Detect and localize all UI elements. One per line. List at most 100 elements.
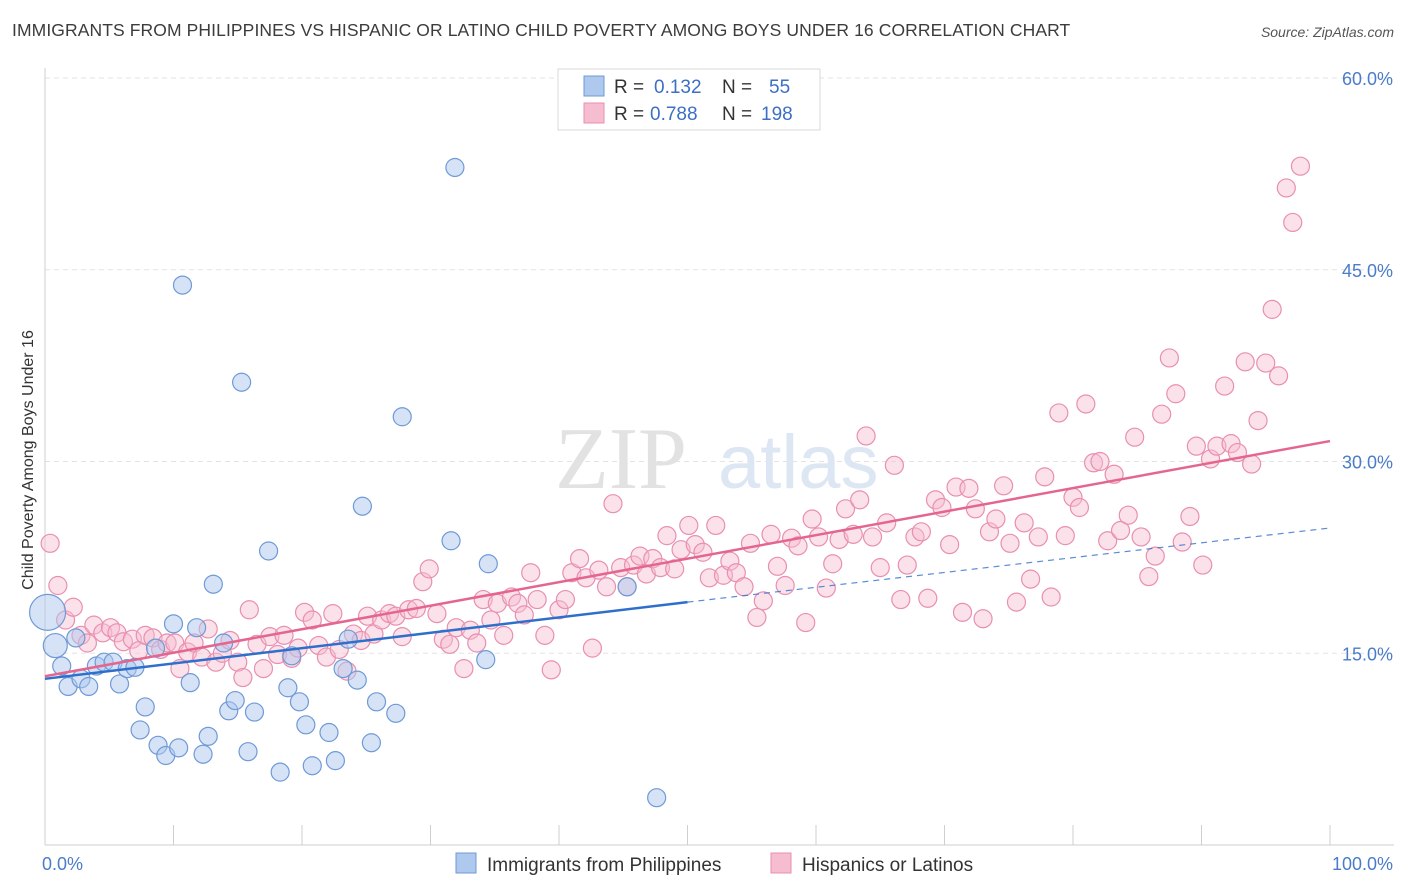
philippines-point-10: [109, 674, 130, 694]
hispanic-point-57: [440, 634, 460, 654]
hispanic-point-76: [569, 549, 590, 569]
hispanic-point-127: [918, 588, 938, 608]
hispanic-point-177: [1262, 299, 1282, 319]
trend-lines: [44, 439, 1331, 681]
hispanic-point-69: [521, 563, 541, 583]
hispanic-point-27: [233, 667, 253, 688]
philippines-point-31: [244, 702, 265, 722]
hispanic-point-102: [747, 607, 767, 628]
legend-n-label-2: N =: [722, 104, 752, 125]
hispanic-point-175: [1248, 410, 1268, 431]
hispanic-point-163: [1166, 384, 1186, 404]
hispanic-point-124: [897, 555, 917, 575]
watermark: ZIP atlas: [555, 411, 879, 508]
hispanic-point-11: [122, 629, 142, 649]
watermark-atlas: atlas: [718, 420, 879, 505]
hispanic-point-55: [427, 604, 447, 624]
hispanic-point-181: [1290, 156, 1311, 176]
series-legend: Immigrants from Philippines Hispanics or…: [455, 852, 973, 876]
hispanic-point-149: [1069, 497, 1090, 518]
hispanic-point-68: [514, 605, 534, 625]
hispanic-point-94: [693, 542, 713, 562]
hispanic-point-118: [856, 426, 876, 446]
hispanic-point-162: [1159, 348, 1179, 368]
hispanic-point-0: [40, 533, 60, 553]
legend-r-label-1: R =: [614, 77, 644, 98]
hispanic-point-142: [1020, 569, 1041, 589]
philippines-point-51: [476, 650, 496, 670]
philippines-point-39: [319, 722, 339, 743]
hispanic-point-140: [1006, 592, 1027, 612]
hispanic-point-178: [1268, 366, 1289, 386]
philippines-point-54: [647, 788, 667, 808]
y-tick-label-3: 60.0%: [1342, 69, 1393, 89]
axes: [44, 68, 1394, 846]
legend-r-value-2: 0.788: [650, 104, 698, 125]
hispanic-point-132: [952, 602, 973, 622]
hispanic-point-130: [940, 534, 960, 555]
hispanic-point-167: [1193, 555, 1213, 575]
hispanic-point-161: [1152, 404, 1172, 424]
hispanic-point-141: [1014, 513, 1034, 533]
bottom-legend-label-hispanics: Hispanics or Latinos: [802, 855, 973, 876]
hispanic-point-3: [63, 597, 83, 617]
hispanic-point-147: [1055, 526, 1075, 546]
hispanic-point-128: [925, 490, 946, 510]
hispanic-point-115: [835, 499, 856, 519]
hispanic-point-113: [823, 554, 843, 574]
philippines-point-2: [52, 656, 72, 676]
tick-labels: 15.0% 30.0% 45.0% 60.0% 0.0% 100.0%: [42, 69, 1393, 874]
philippines-point-32: [258, 541, 279, 561]
philippines-point-34: [278, 678, 298, 698]
hispanic-point-110: [802, 509, 822, 529]
hispanic-point-125: [905, 527, 925, 547]
hispanic-point-103: [753, 591, 773, 611]
hispanic-point-101: [740, 533, 761, 553]
hispanic-point-152: [1090, 451, 1110, 472]
hispanic-point-117: [850, 490, 870, 510]
philippines-point-43: [347, 670, 367, 690]
bottom-legend-label-philippines: Immigrants from Philippines: [487, 855, 721, 876]
x-tick-label-0: 0.0%: [42, 854, 83, 874]
hispanic-point-180: [1283, 212, 1303, 233]
philippines-point-29: [232, 372, 252, 392]
x-tick-label-1: 100.0%: [1332, 854, 1393, 874]
philippines-point-6: [79, 676, 99, 697]
hispanic-point-139: [1000, 533, 1020, 553]
hispanic-point-67: [508, 593, 528, 613]
hispanic-point-122: [884, 455, 904, 475]
hispanic-point-151: [1083, 453, 1104, 473]
philippines-point-25: [203, 574, 223, 594]
hispanic-point-96: [706, 515, 726, 536]
legend-swatch-blue: [583, 75, 605, 97]
philippines-point-40: [325, 751, 346, 771]
hispanic-point-133: [959, 478, 979, 498]
hispanic-point-156: [1118, 505, 1138, 525]
hispanic-point-146: [1049, 403, 1069, 423]
hispanic-point-145: [1041, 587, 1061, 607]
hispanic-trend-line: [44, 439, 1331, 678]
philippines-point-38: [302, 756, 322, 776]
philippines-point-0: [28, 593, 67, 631]
hispanic-point-109: [796, 612, 816, 633]
hispanic-point-80: [596, 577, 617, 597]
hispanic-point-144: [1035, 467, 1055, 487]
philippines-point-4: [66, 628, 86, 648]
hispanic-point-26: [228, 652, 248, 672]
hispanic-point-179: [1276, 178, 1296, 198]
philippines-point-21: [180, 673, 200, 693]
philippines-point-13: [130, 720, 150, 740]
philippines-point-18: [163, 614, 184, 634]
philippines-point-20: [172, 275, 193, 295]
legend-r-value-1: 0.132: [654, 77, 702, 98]
hispanic-point-158: [1131, 527, 1151, 547]
philippines-point-46: [366, 692, 387, 712]
hispanic-point-92: [679, 515, 699, 536]
hispanic-point-160: [1145, 546, 1165, 566]
philippines-point-45: [361, 733, 381, 753]
hispanic-point-72: [541, 660, 561, 680]
hispanic-point-95: [699, 568, 719, 588]
legend-n-label-1: N =: [722, 77, 752, 98]
philippines-point-28: [225, 690, 245, 711]
